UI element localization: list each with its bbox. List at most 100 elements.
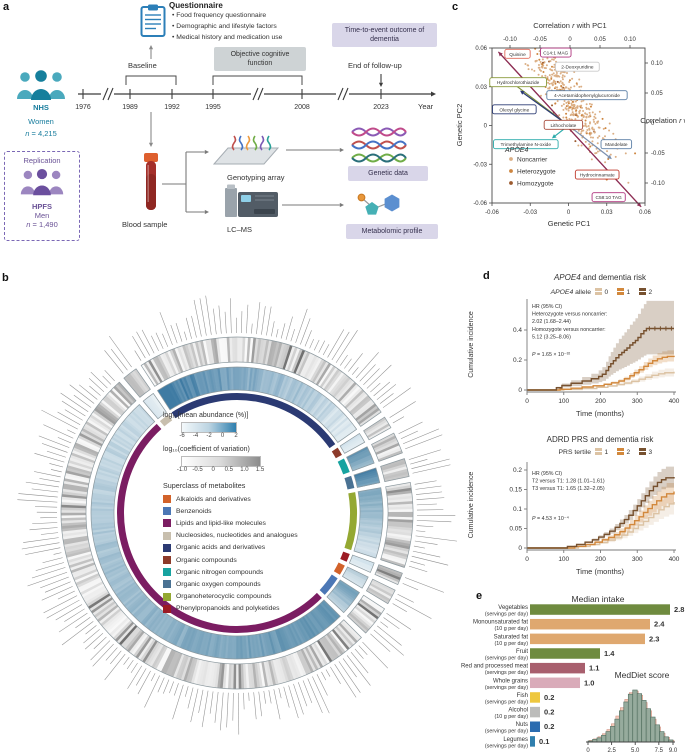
label: 200 (595, 398, 606, 405)
hpfs-sex: Men (34, 211, 50, 220)
superclass-swatch (163, 568, 171, 577)
metabolite-labels-ring (389, 401, 416, 424)
annotation-line: T3 versus T1: 1.65 (1.32–2.05) (532, 486, 605, 492)
superclass-legend-item: Phenylpropanoids and polyketides (163, 603, 353, 615)
circos-sector (333, 562, 432, 619)
bar-value: 2.8 (674, 605, 684, 614)
circos-sector (337, 421, 443, 475)
metabolite-labels-ring (392, 594, 432, 619)
clipboard-clip (148, 4, 158, 11)
cv-scale-ticks: -1.0 -0.5 0 0.5 1.0 1.5 (163, 467, 353, 476)
annotation-line: 5.12 (3.25–8.06) (532, 334, 571, 340)
superclass-swatch (163, 604, 171, 613)
label: 0.10 (651, 61, 663, 67)
axes: 0 100 200 300 400 Time (months) 0 0.05 0.1 0.15 0.… (468, 462, 680, 576)
people-group (17, 70, 65, 100)
replication-title: Replication (23, 156, 61, 165)
label: 0.2 (513, 357, 522, 364)
bar-value: 0.2 (544, 708, 554, 717)
genotyping-array-icon (212, 135, 280, 165)
callout-text: 4-Acetamidophenylglucuronide (554, 93, 620, 99)
year-tick-label: 1989 (122, 104, 138, 111)
label: 0 (525, 556, 529, 563)
hr-annotation: HR (95% CI) T2 versus T1: 1.28 (1.01–1.61… (532, 471, 605, 522)
axes: 0 100 200 300 400 Time (months) 0 0.2 0.4 Cumulat… (468, 299, 680, 418)
bar-category-name: Whole grains (493, 678, 528, 684)
timeline-axis: 1976 1989 1992 1995 2008 2023 Year (75, 87, 436, 111)
nhs-sex: Women (28, 117, 54, 126)
metabolomic-box: Metabolomic profile (346, 224, 438, 240)
legend-title: PRS tertile (559, 449, 592, 456)
superclass-legend-title: Superclass of metabolites (163, 481, 246, 490)
legend-entry: 2 (627, 449, 631, 456)
end-followup-label: End of follow-up (348, 61, 402, 70)
year-axis-label: Year (418, 102, 434, 111)
cv-scale-title: log₁₀(coefficient of variation) (163, 446, 250, 453)
flow-arrows (148, 45, 384, 215)
intake-bar (530, 604, 670, 615)
year-tick-label: 1976 (75, 104, 91, 111)
metabolite-labels-ring (132, 295, 411, 408)
legend-entry: Homozygote (517, 181, 554, 188)
bar-category-name: Legumes (503, 737, 528, 743)
y-axis-title: Genetic PC2 (455, 104, 464, 147)
bar-value: 2.4 (654, 620, 665, 629)
tick: 1.5 (255, 467, 265, 473)
bar-category-unit: (servings per day) (485, 612, 528, 618)
callout-box (555, 61, 600, 72)
nhs-n-italic: n (25, 129, 30, 138)
clipboard-board (140, 6, 166, 37)
metabolite-labels-ring (402, 577, 444, 593)
plot-legend: APOE4 allele 0 1 2 (550, 288, 653, 296)
label: -0.03 (473, 162, 487, 168)
label: 0.06 (475, 46, 487, 52)
questionnaire-item: Medical history and medication use (172, 33, 362, 44)
superclass-name: Organic acids and derivatives (176, 544, 266, 552)
legend-entry: Noncarrier (517, 157, 548, 164)
callout-box (489, 77, 547, 88)
label: 100 (558, 556, 569, 563)
label: 0 (525, 398, 529, 405)
right-axis-title: Correlation r with PC2 (640, 116, 685, 125)
circos-sector (104, 335, 173, 427)
label: 300 (632, 556, 643, 563)
clipboard-lines (145, 14, 161, 30)
intake-bar (530, 736, 535, 747)
superclass-legend-item: Organic acids and derivatives (163, 542, 353, 554)
superclass-legend-item: Organic compounds (163, 554, 353, 566)
y-axis-title: Cumulative incidence (468, 311, 475, 378)
circos-sector (344, 480, 458, 573)
intake-bar (530, 648, 600, 659)
superclass-legend-item: Benzenoids (163, 505, 353, 517)
hist-tick: 9.0 (669, 748, 678, 754)
blood-tube-icon (144, 153, 158, 210)
nhs-name: NHS (33, 103, 49, 112)
annotation-line: Homozygote versus noncarrier: (532, 327, 606, 333)
intake-bar (530, 692, 540, 703)
bar-category-name: Saturated fat (494, 634, 529, 640)
bar-value: 1.0 (584, 678, 594, 687)
bar-category-unit: (servings per day) (485, 685, 528, 691)
lcms-label: LC–MS (227, 225, 253, 234)
tick: 1.0 (240, 467, 249, 473)
plot-title: APOE4 and dementia risk (553, 273, 647, 282)
questionnaire-item: Demographic and lifestyle factors (172, 22, 362, 33)
annotation-line: HR (95% CI) (532, 471, 562, 477)
callout-text: Hydrocinnamate (580, 173, 615, 179)
ci-band-2 (527, 480, 674, 548)
tick: -6 (179, 433, 185, 439)
x-axis-title: Time (months) (576, 567, 625, 576)
label: 0.1 (513, 506, 522, 513)
study-design-diagram: 1976 1989 1992 1995 2008 2023 Year (75, 45, 436, 215)
callout-box (540, 47, 572, 58)
intake-bar (530, 633, 645, 645)
genotyping-label: Genotyping array (227, 173, 285, 182)
objective-cognitive-box: Objective cognitive function (214, 47, 306, 72)
label: -0.05 (533, 37, 547, 43)
hpfs-name: HPFS (31, 202, 52, 211)
apoe4-legend: APOE4 Noncarrier Heterozygote Homozygote (504, 147, 556, 188)
km-curve-1 (527, 355, 675, 391)
km-curve-2 (527, 491, 675, 549)
top-axis-title: Correlation r with PC1 (533, 21, 606, 30)
